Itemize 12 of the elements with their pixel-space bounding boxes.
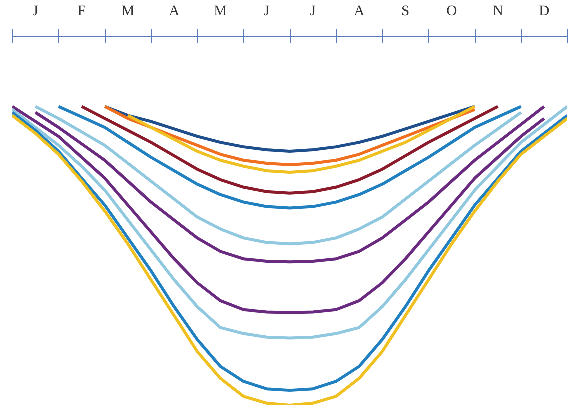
x-tick-label: J — [32, 4, 39, 20]
x-tick-label: J — [310, 4, 316, 20]
x-tick-label: D — [539, 4, 550, 20]
x-tick-label: S — [402, 4, 410, 20]
x-tick-label: A — [354, 4, 366, 20]
x-tick-label: A — [169, 4, 180, 20]
x-tick-label: F — [78, 4, 86, 20]
x-tick-label: M — [122, 4, 135, 20]
x-tick-label: J — [264, 4, 270, 20]
x-tick-label: M — [214, 4, 228, 20]
x-tick-label: N — [492, 4, 504, 20]
x-tick-label: O — [446, 4, 458, 20]
